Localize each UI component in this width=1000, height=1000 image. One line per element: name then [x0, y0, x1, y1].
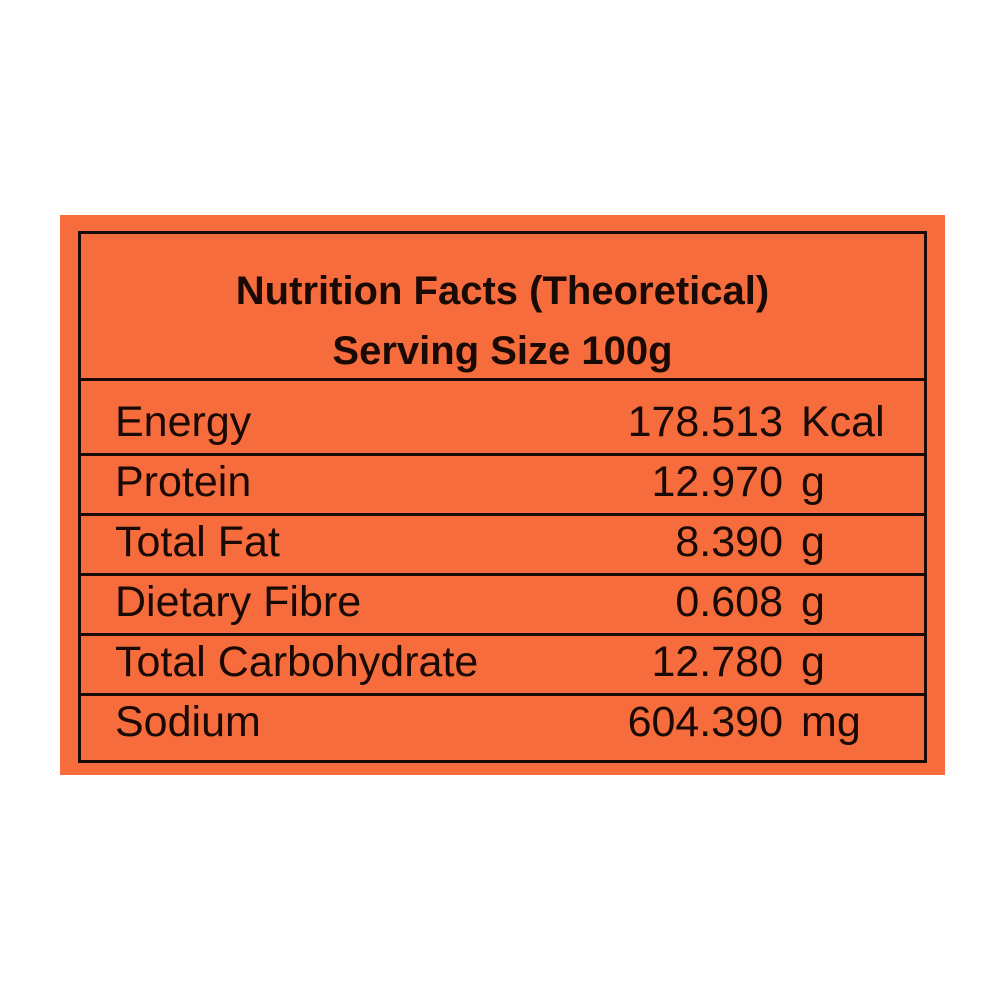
nutrient-name: Sodium [115, 698, 261, 746]
nutrient-value: 178.513 [627, 398, 783, 446]
nutrient-value: 0.608 [675, 578, 783, 626]
nutrient-value: 8.390 [675, 518, 783, 566]
table-row: Sodium 604.390 mg [81, 696, 924, 753]
nutrient-unit: g [801, 578, 825, 626]
nutrient-unit: mg [801, 698, 861, 746]
nutrient-value: 604.390 [627, 698, 783, 746]
nutrient-name: Protein [115, 458, 252, 506]
nutrient-unit: Kcal [801, 398, 885, 446]
subtitle: Serving Size 100g [332, 329, 673, 373]
table: Energy 178.513 Kcal Protein 12.970 g Total Fat… [81, 381, 924, 753]
nutrition-label: Nutrition Facts (Theoretical) Serving Si… [60, 215, 945, 775]
nutrient-name: Dietary Fibre [115, 578, 362, 626]
header: Nutrition Facts (Theoretical) Serving Si… [81, 234, 924, 381]
nutrient-name: Total Fat [115, 518, 280, 566]
table-row: Total Fat 8.390 g [81, 516, 924, 576]
nutrient-unit: g [801, 458, 825, 506]
table-row: Total Carbohydrate 12.780 g [81, 636, 924, 696]
label-box: Nutrition Facts (Theoretical) Serving Si… [78, 231, 927, 763]
nutrient-value: 12.780 [651, 638, 783, 686]
nutrient-unit: g [801, 638, 825, 686]
table-row: Energy 178.513 Kcal [81, 381, 924, 456]
nutrient-name: Energy [115, 398, 252, 446]
nutrient-name: Total Carbohydrate [115, 638, 479, 686]
title: Nutrition Facts (Theoretical) [235, 269, 770, 313]
nutrient-value: 12.970 [651, 458, 783, 506]
nutrient-unit: g [801, 518, 825, 566]
table-row: Protein 12.970 g [81, 456, 924, 516]
table-row: Dietary Fibre 0.608 g [81, 576, 924, 636]
